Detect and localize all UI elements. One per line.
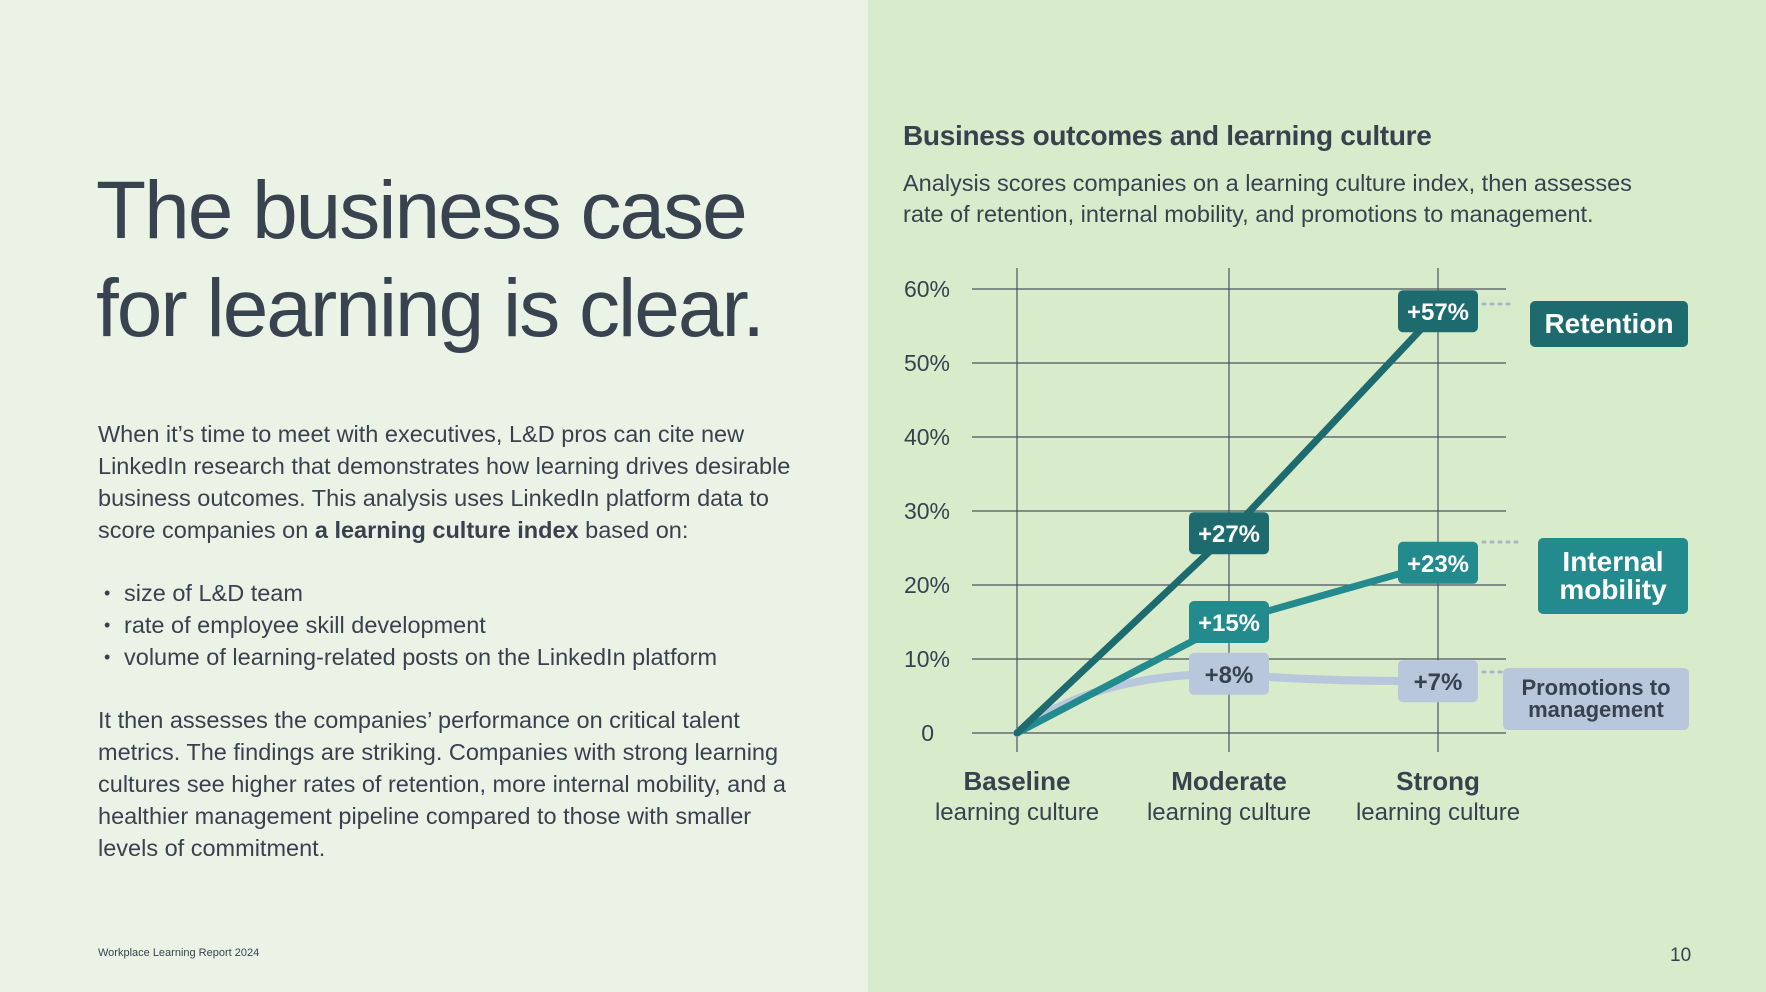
data-label: +27% (1189, 512, 1269, 555)
y-tick-label: 50% (904, 350, 950, 376)
list-item: • rate of employee skill development (104, 609, 717, 641)
promotions-series-label: Promotions to management (1503, 668, 1689, 730)
page-headline: The business case for learning is clear. (96, 165, 765, 354)
page-number: 10 (1670, 945, 1692, 966)
series-line (1013, 559, 1442, 737)
data-label-text: +15% (1198, 610, 1260, 637)
data-label-text: +27% (1198, 521, 1260, 548)
x-tick-label-bold: Baseline (964, 766, 1071, 796)
data-label-bg (1189, 652, 1269, 695)
bullet-icon: • (104, 615, 111, 635)
data-label-text: +7% (1414, 669, 1463, 696)
y-tick-label: 60% (904, 276, 950, 302)
bullet-icon: • (104, 647, 111, 667)
y-tick-label: 20% (904, 572, 950, 598)
mobility-series-label: Internal mobility (1538, 538, 1688, 614)
data-label-bg (1398, 660, 1478, 703)
text-panel (0, 0, 868, 992)
retention-series-label: Retention (1530, 301, 1688, 347)
list-item: • volume of learning-related posts on the… (104, 641, 717, 673)
data-label: +23% (1398, 541, 1478, 584)
y-tick-label: 0 (921, 720, 934, 746)
data-label-text: +57% (1407, 299, 1469, 326)
data-label-bg (1189, 601, 1269, 643)
chart-title: Business outcomes and learning culture (903, 120, 1432, 151)
data-label: +7% (1398, 660, 1478, 703)
data-label-text: +8% (1205, 662, 1254, 689)
x-tick-label: learning culture (935, 799, 1099, 826)
x-tick-label: learning culture (1147, 799, 1311, 826)
data-label-bg (1189, 512, 1269, 555)
y-tick-label: 40% (904, 424, 950, 450)
intro-text-start: When it’s time to meet with executives, … (98, 421, 791, 543)
data-label: +8% (1189, 652, 1269, 695)
chart-panel (868, 0, 1766, 992)
x-tick-label-bold: Moderate (1171, 766, 1287, 796)
report-footer: Workplace Learning Report 2024 (98, 947, 260, 959)
criteria-list: • size of L&D team • rate of employee skil… (104, 577, 717, 673)
intro-text-end: based on: (578, 517, 689, 543)
closing-paragraph: It then assesses the companies’ performa… (98, 707, 786, 861)
data-label: +57% (1398, 290, 1478, 333)
x-tick-label-bold: Strong (1396, 766, 1480, 796)
x-tick-label: learning culture (1356, 799, 1520, 826)
intro-bold-phrase: a learning culture index (314, 517, 579, 543)
data-label-bg (1398, 290, 1478, 333)
chart-subtitle: Analysis scores companies on a learning … (903, 170, 1632, 227)
y-tick-label: 30% (904, 498, 950, 524)
line-chart: 0 10% 20% 30% 40% 50% 60% Baseline learning cult… (904, 268, 1522, 826)
list-item: • size of L&D team (104, 577, 717, 609)
bullet-icon: • (104, 583, 111, 603)
intro-paragraph: When it’s time to meet with executives, … (98, 418, 798, 546)
data-label-text: +23% (1407, 551, 1469, 578)
y-tick-label: 10% (904, 646, 950, 672)
data-label: +15% (1189, 601, 1269, 643)
data-label-bg (1398, 541, 1478, 584)
